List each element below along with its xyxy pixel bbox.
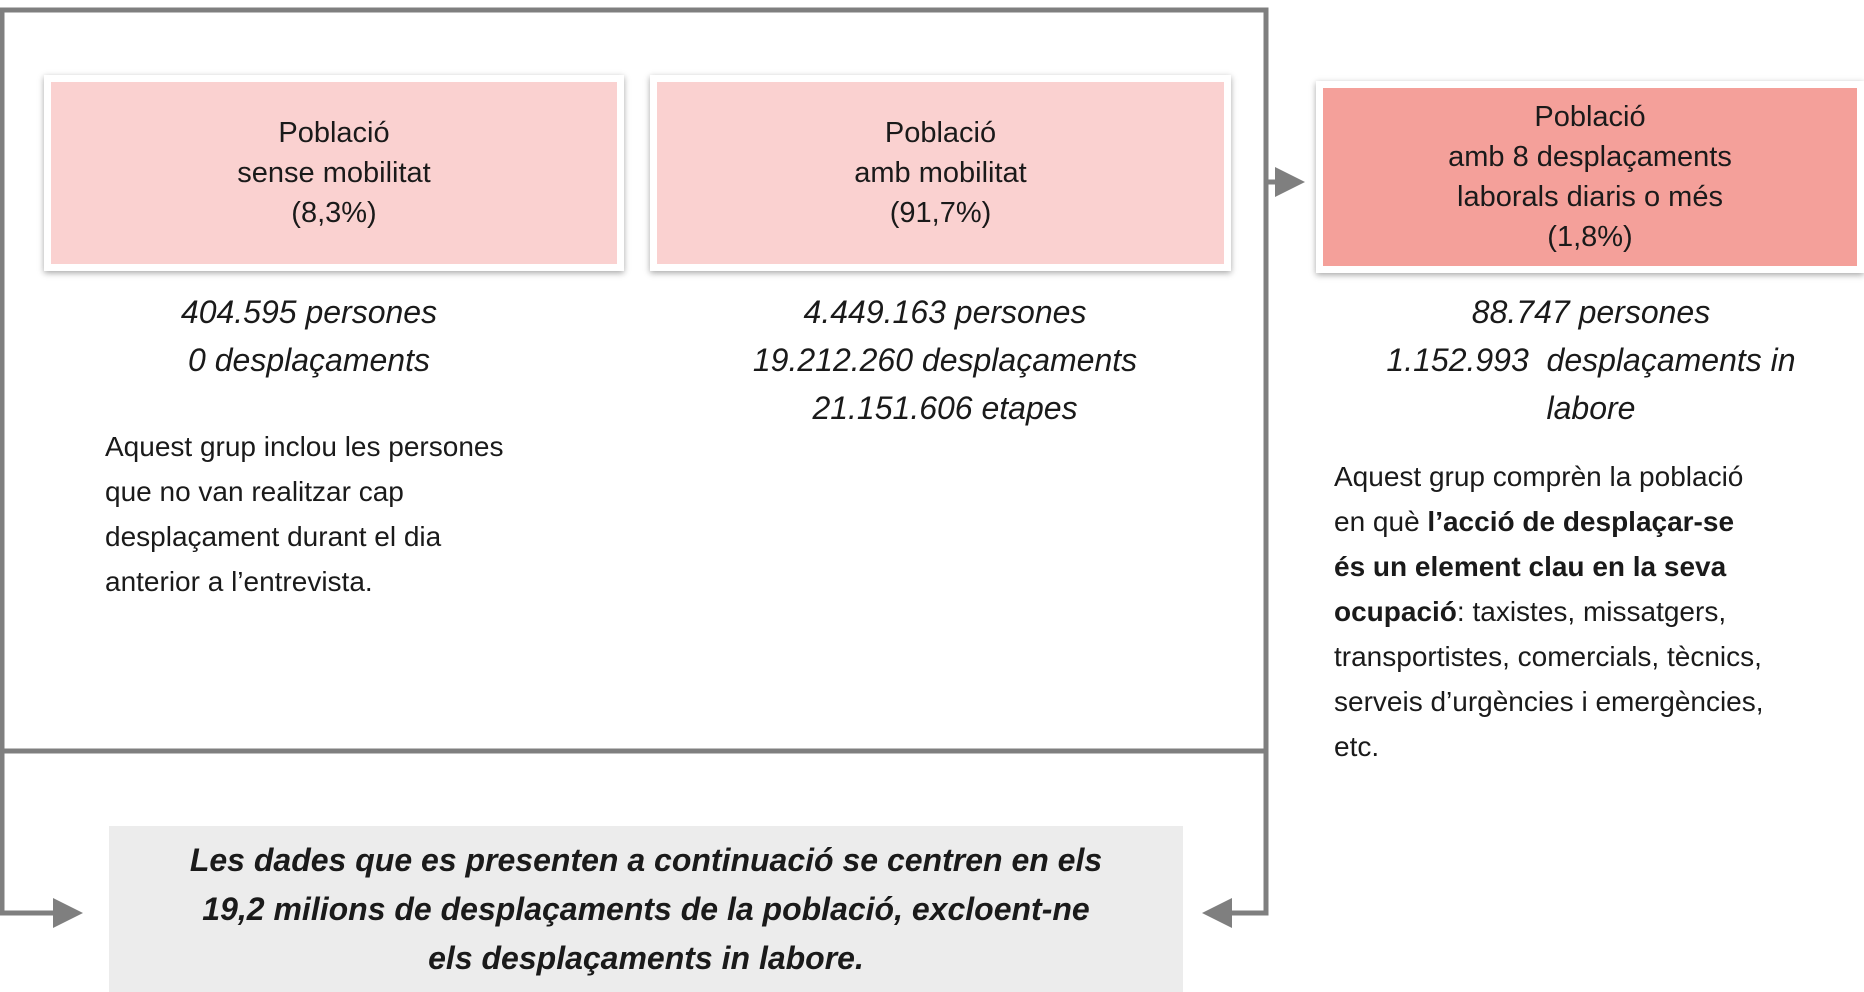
description-line: en què l’acció de desplaçar-se: [1334, 499, 1764, 544]
text-segment: serveis d’urgències i emergències,: [1334, 686, 1764, 717]
box-title: (1,8%): [1547, 221, 1633, 253]
text-segment: l’acció de desplaçar-se: [1427, 506, 1735, 537]
text-segment: Aquest grup inclou les persones: [105, 431, 504, 462]
description-line: anterior a l’entrevista.: [105, 559, 503, 604]
box-title: amb mobilitat: [854, 157, 1027, 189]
box: Població sense mobilitat (8,3%): [44, 75, 624, 271]
stats: 88.747 persones 1.152.993 desplaçaments i…: [1191, 288, 1864, 432]
stat-line: 4.449.163 persones: [803, 294, 1087, 330]
text-segment: etc.: [1334, 731, 1380, 762]
description-line: transportistes, comercials, tècnics,: [1334, 634, 1764, 679]
box-title: Població: [884, 117, 997, 149]
text-segment: Aquest grup comprèn la població: [1334, 461, 1744, 492]
text-segment: anterior a l’entrevista.: [105, 566, 373, 597]
description-line: ocupació: taxistes, missatgers,: [1334, 589, 1764, 634]
note-line: 19,2 milions de desplaçaments de la pobl…: [202, 890, 1090, 927]
stat-line: 1.152.993 desplaçaments in: [1386, 342, 1796, 378]
box-title: sense mobilitat: [237, 157, 431, 189]
stat-line: labore: [1546, 390, 1636, 426]
text-segment: transportistes, comercials, tècnics,: [1334, 641, 1762, 672]
description: Aquest grup inclou les persones que no va…: [105, 424, 503, 604]
stats: 4.449.163 persones 19.212.260 desplaçamen…: [545, 288, 1345, 432]
description-line: que no van realitzar cap: [105, 469, 503, 514]
box-title: amb 8 desplaçaments: [1448, 141, 1732, 173]
box-title: laborals diaris o més: [1457, 181, 1723, 213]
stat-line: 0 desplaçaments: [188, 342, 430, 378]
box: Població amb 8 desplaçaments laborals diar…: [1316, 81, 1864, 273]
box-title: (8,3%): [291, 197, 377, 229]
stat-line: 404.595 persones: [180, 294, 438, 330]
text-segment: en què: [1334, 506, 1428, 537]
box-title: Població: [1534, 101, 1646, 133]
description-line: és un element clau en la seva: [1334, 544, 1764, 589]
description: Aquest grup comprèn la població en què l’…: [1334, 454, 1764, 769]
note-box: Les dades que es presenten a continuació…: [109, 826, 1183, 992]
description-line: serveis d’urgències i emergències,: [1334, 679, 1764, 724]
box: Població amb mobilitat (91,7%): [650, 75, 1231, 271]
text-segment: és un element clau en la seva: [1334, 551, 1727, 582]
description-line: Aquest grup inclou les persones: [105, 424, 503, 469]
stats: 404.595 persones 0 desplaçaments: [0, 288, 709, 384]
description-line: Aquest grup comprèn la població: [1334, 454, 1764, 499]
text-segment: ocupació: [1334, 596, 1457, 627]
description-line: etc.: [1334, 724, 1764, 769]
box-title: (91,7%): [889, 197, 992, 229]
description-line: desplaçament durant el dia: [105, 514, 503, 559]
text-segment: : taxistes, missatgers,: [1456, 596, 1727, 627]
arrow: [0, 751, 83, 928]
group-frame: [0, 7, 1269, 754]
stat-line: 88.747 persones: [1471, 294, 1711, 330]
note-line: Les dades que es presenten a continuació…: [189, 841, 1103, 878]
box-title: Població: [278, 117, 390, 149]
note-line: els desplaçaments in labore.: [428, 939, 864, 976]
text-segment: que no van realitzar cap: [105, 476, 404, 507]
stat-line: 21.151.606 etapes: [812, 390, 1078, 426]
arrow: [1202, 751, 1269, 928]
stat-line: 19.212.260 desplaçaments: [752, 342, 1138, 378]
text-segment: desplaçament durant el dia: [105, 521, 442, 552]
